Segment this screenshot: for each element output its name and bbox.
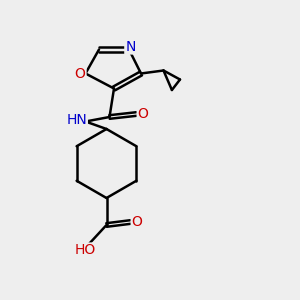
Text: O: O — [138, 107, 148, 121]
Text: O: O — [132, 215, 142, 229]
Text: O: O — [75, 67, 86, 80]
Text: HN: HN — [66, 113, 87, 127]
Text: N: N — [125, 40, 136, 53]
Text: HO: HO — [74, 244, 95, 257]
